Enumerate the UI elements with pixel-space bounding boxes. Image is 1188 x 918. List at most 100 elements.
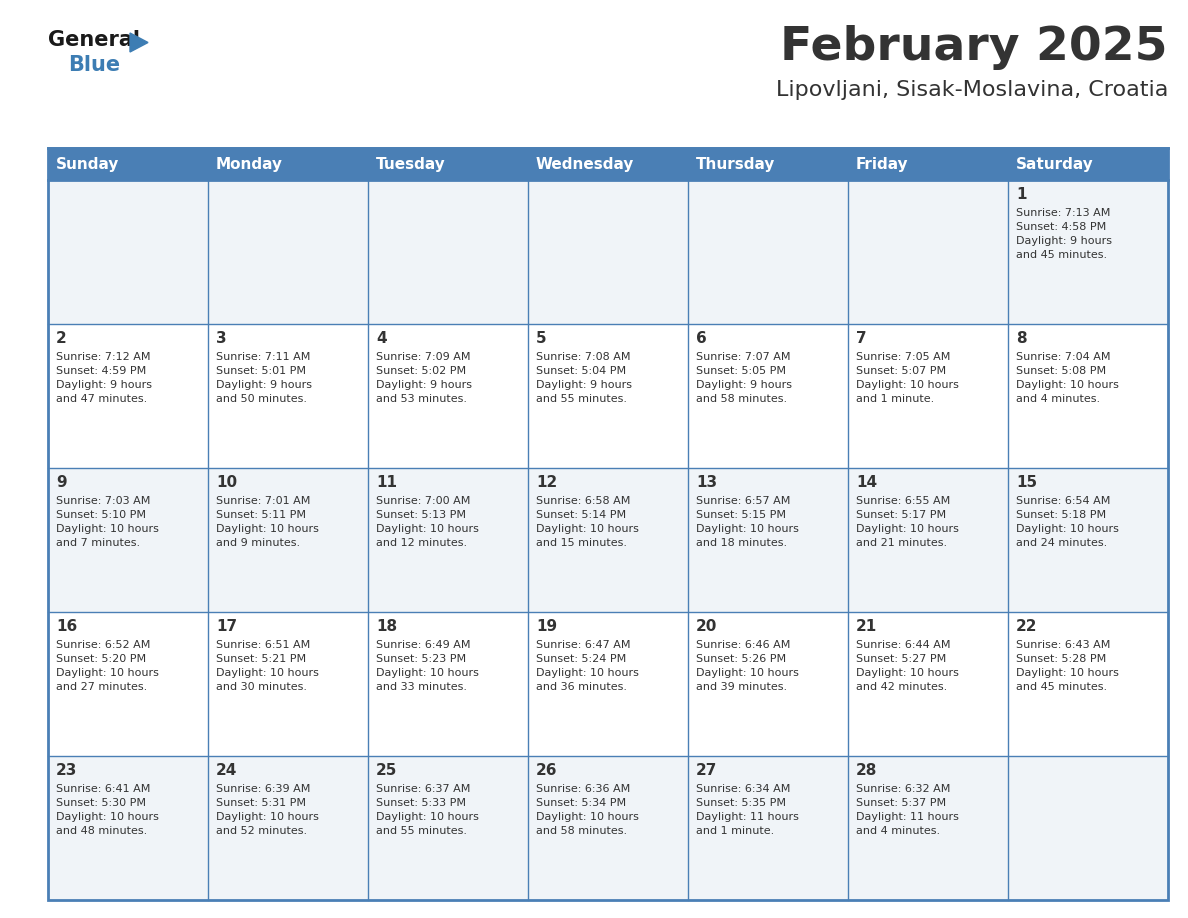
- Text: Sunrise: 6:49 AM: Sunrise: 6:49 AM: [375, 640, 470, 650]
- Text: Sunset: 5:05 PM: Sunset: 5:05 PM: [696, 366, 786, 376]
- Text: and 45 minutes.: and 45 minutes.: [1016, 250, 1107, 260]
- Bar: [208, 324, 368, 468]
- Bar: [1007, 756, 1168, 900]
- Bar: [368, 148, 527, 180]
- Text: Sunset: 5:26 PM: Sunset: 5:26 PM: [696, 654, 786, 664]
- Text: Sunset: 5:20 PM: Sunset: 5:20 PM: [56, 654, 146, 664]
- Text: Daylight: 9 hours: Daylight: 9 hours: [1016, 236, 1112, 246]
- Text: Sunset: 5:21 PM: Sunset: 5:21 PM: [216, 654, 307, 664]
- Text: Blue: Blue: [68, 55, 120, 75]
- Text: Sunset: 5:24 PM: Sunset: 5:24 PM: [536, 654, 626, 664]
- Bar: [688, 468, 848, 612]
- Text: 3: 3: [216, 331, 227, 346]
- Text: Sunrise: 6:43 AM: Sunrise: 6:43 AM: [1016, 640, 1111, 650]
- Bar: [688, 148, 848, 180]
- Bar: [208, 148, 368, 180]
- Text: Daylight: 10 hours: Daylight: 10 hours: [375, 524, 479, 534]
- Text: Daylight: 11 hours: Daylight: 11 hours: [696, 812, 798, 822]
- Text: 18: 18: [375, 619, 397, 634]
- Bar: [368, 180, 527, 324]
- Text: Tuesday: Tuesday: [375, 156, 446, 172]
- Text: Sunset: 5:30 PM: Sunset: 5:30 PM: [56, 798, 146, 808]
- Text: Sunset: 5:17 PM: Sunset: 5:17 PM: [857, 510, 946, 520]
- Text: Wednesday: Wednesday: [536, 156, 634, 172]
- Text: 23: 23: [56, 763, 77, 778]
- Bar: [527, 148, 688, 180]
- Bar: [48, 148, 1168, 900]
- Bar: [688, 612, 848, 756]
- Text: and 33 minutes.: and 33 minutes.: [375, 682, 467, 692]
- Text: Daylight: 10 hours: Daylight: 10 hours: [696, 668, 798, 678]
- Text: 19: 19: [536, 619, 557, 634]
- Text: Sunrise: 6:34 AM: Sunrise: 6:34 AM: [696, 784, 790, 794]
- Text: Daylight: 10 hours: Daylight: 10 hours: [857, 668, 959, 678]
- Text: Saturday: Saturday: [1016, 156, 1094, 172]
- Bar: [208, 468, 368, 612]
- Bar: [208, 180, 368, 324]
- Text: and 15 minutes.: and 15 minutes.: [536, 538, 627, 548]
- Text: Sunset: 5:02 PM: Sunset: 5:02 PM: [375, 366, 466, 376]
- Text: Sunset: 5:13 PM: Sunset: 5:13 PM: [375, 510, 466, 520]
- Text: Daylight: 10 hours: Daylight: 10 hours: [857, 380, 959, 390]
- Text: February 2025: February 2025: [781, 25, 1168, 70]
- Bar: [527, 324, 688, 468]
- Bar: [48, 612, 208, 756]
- Bar: [368, 324, 527, 468]
- Text: Sunrise: 6:51 AM: Sunrise: 6:51 AM: [216, 640, 310, 650]
- Text: Sunset: 5:01 PM: Sunset: 5:01 PM: [216, 366, 307, 376]
- Bar: [848, 612, 1007, 756]
- Text: Sunrise: 7:03 AM: Sunrise: 7:03 AM: [56, 496, 151, 506]
- Text: Daylight: 10 hours: Daylight: 10 hours: [536, 668, 639, 678]
- Bar: [48, 756, 208, 900]
- Text: 2: 2: [56, 331, 67, 346]
- Bar: [48, 468, 208, 612]
- Text: and 9 minutes.: and 9 minutes.: [216, 538, 301, 548]
- Text: 9: 9: [56, 475, 67, 490]
- Text: 1: 1: [1016, 187, 1026, 202]
- Text: Sunrise: 7:08 AM: Sunrise: 7:08 AM: [536, 352, 631, 362]
- Text: Sunrise: 7:13 AM: Sunrise: 7:13 AM: [1016, 208, 1111, 218]
- Text: 28: 28: [857, 763, 878, 778]
- Text: 6: 6: [696, 331, 707, 346]
- Bar: [527, 756, 688, 900]
- Text: Daylight: 10 hours: Daylight: 10 hours: [1016, 668, 1119, 678]
- Bar: [1007, 468, 1168, 612]
- Text: Sunrise: 7:07 AM: Sunrise: 7:07 AM: [696, 352, 790, 362]
- Text: Sunrise: 6:32 AM: Sunrise: 6:32 AM: [857, 784, 950, 794]
- Text: Sunrise: 6:58 AM: Sunrise: 6:58 AM: [536, 496, 631, 506]
- Text: Sunrise: 7:11 AM: Sunrise: 7:11 AM: [216, 352, 310, 362]
- Bar: [688, 180, 848, 324]
- Text: 11: 11: [375, 475, 397, 490]
- Text: 27: 27: [696, 763, 718, 778]
- Text: Sunday: Sunday: [56, 156, 119, 172]
- Text: and 50 minutes.: and 50 minutes.: [216, 394, 307, 404]
- Text: 21: 21: [857, 619, 877, 634]
- Text: Sunset: 5:28 PM: Sunset: 5:28 PM: [1016, 654, 1106, 664]
- Text: and 18 minutes.: and 18 minutes.: [696, 538, 788, 548]
- Text: and 36 minutes.: and 36 minutes.: [536, 682, 627, 692]
- Text: and 27 minutes.: and 27 minutes.: [56, 682, 147, 692]
- Bar: [527, 180, 688, 324]
- Bar: [848, 180, 1007, 324]
- Text: Sunset: 5:37 PM: Sunset: 5:37 PM: [857, 798, 946, 808]
- Text: Sunset: 5:11 PM: Sunset: 5:11 PM: [216, 510, 307, 520]
- Text: and 7 minutes.: and 7 minutes.: [56, 538, 140, 548]
- Bar: [848, 148, 1007, 180]
- Text: and 45 minutes.: and 45 minutes.: [1016, 682, 1107, 692]
- Bar: [527, 612, 688, 756]
- Text: Daylight: 10 hours: Daylight: 10 hours: [216, 668, 318, 678]
- Bar: [1007, 148, 1168, 180]
- Text: Sunset: 5:04 PM: Sunset: 5:04 PM: [536, 366, 626, 376]
- Text: Sunset: 5:08 PM: Sunset: 5:08 PM: [1016, 366, 1106, 376]
- Bar: [527, 468, 688, 612]
- Text: Sunset: 5:34 PM: Sunset: 5:34 PM: [536, 798, 626, 808]
- Text: Sunrise: 7:09 AM: Sunrise: 7:09 AM: [375, 352, 470, 362]
- Bar: [1007, 324, 1168, 468]
- Text: 22: 22: [1016, 619, 1037, 634]
- Text: Daylight: 11 hours: Daylight: 11 hours: [857, 812, 959, 822]
- Text: Daylight: 10 hours: Daylight: 10 hours: [216, 524, 318, 534]
- Text: Sunrise: 6:55 AM: Sunrise: 6:55 AM: [857, 496, 950, 506]
- Text: Sunset: 5:23 PM: Sunset: 5:23 PM: [375, 654, 466, 664]
- Text: and 58 minutes.: and 58 minutes.: [696, 394, 788, 404]
- Bar: [368, 756, 527, 900]
